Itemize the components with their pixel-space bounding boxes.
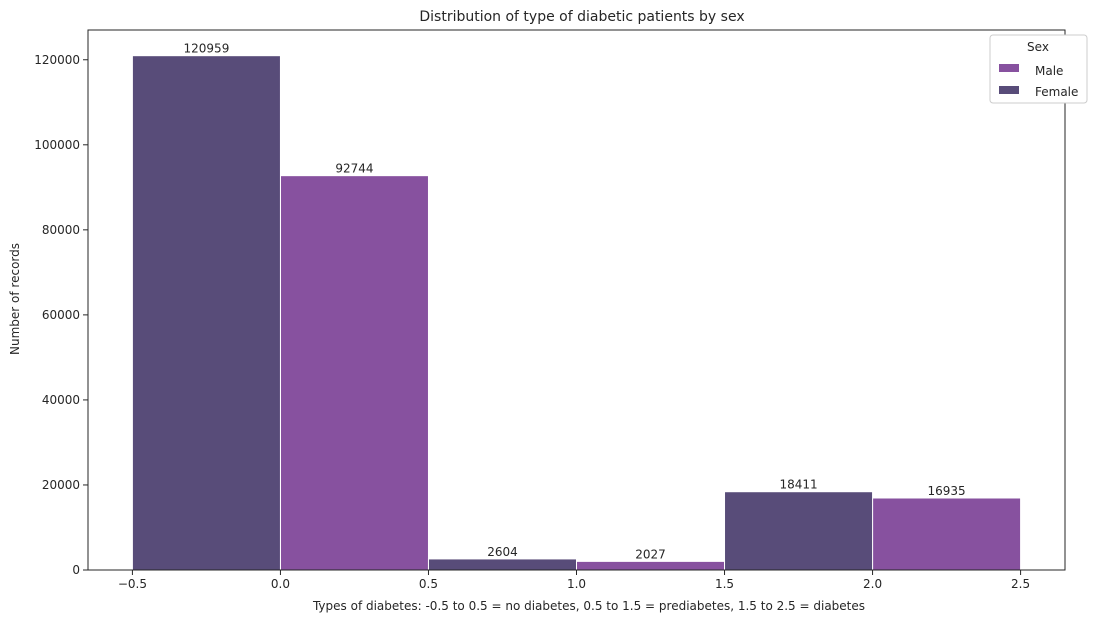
- legend-label-male: Male: [1035, 64, 1063, 78]
- chart-title: Distribution of type of diabetic patient…: [419, 9, 744, 25]
- x-tick-label: 1.5: [715, 577, 734, 591]
- data-label-female-2: 18411: [779, 478, 817, 492]
- bar-male-1: [576, 560, 726, 571]
- legend-label-female: Female: [1035, 85, 1078, 99]
- y-axis-ticks: 0 20000 40000 60000 80000 100000 120000: [34, 53, 88, 577]
- x-axis-ticks: −0.5 0.0 0.5 1.0 1.5 2.0 2.5: [118, 570, 1030, 591]
- x-tick-label: 2.5: [1011, 577, 1030, 591]
- bars-group: 92744 2027 16935 120959 2604 18411: [131, 42, 1022, 571]
- bar-female-1: [427, 558, 577, 571]
- x-tick-label: 1.0: [567, 577, 586, 591]
- y-axis-label: Number of records: [8, 243, 22, 355]
- legend-swatch-female: [999, 86, 1019, 94]
- bar-female-2: [724, 491, 874, 571]
- bar-female-0: [131, 55, 281, 571]
- y-tick-label: 80000: [42, 223, 80, 237]
- y-tick-label: 120000: [34, 53, 80, 67]
- y-tick-label: 100000: [34, 138, 80, 152]
- data-label-female-1: 2604: [487, 545, 518, 559]
- y-tick-label: 60000: [42, 308, 80, 322]
- legend: Sex Male Female: [989, 34, 1088, 104]
- y-tick-label: 40000: [42, 393, 80, 407]
- bar-male-2: [872, 497, 1022, 571]
- x-tick-label: 0.0: [271, 577, 290, 591]
- data-label-male-2: 16935: [927, 484, 965, 498]
- x-tick-label: −0.5: [118, 577, 147, 591]
- y-tick-label: 0: [72, 563, 80, 577]
- x-tick-label: 2.0: [863, 577, 882, 591]
- data-label-male-0: 92744: [335, 162, 373, 176]
- x-tick-label: 0.5: [419, 577, 438, 591]
- plot-frame: [87, 29, 1066, 571]
- y-tick-label: 20000: [42, 478, 80, 492]
- x-axis-label: Types of diabetes: -0.5 to 0.5 = no diab…: [312, 599, 865, 613]
- data-label-male-1: 2027: [635, 547, 666, 561]
- bar-male-0: [279, 175, 429, 571]
- data-label-female-0: 120959: [184, 42, 230, 56]
- legend-swatch-male: [999, 64, 1019, 72]
- legend-title: Sex: [1027, 40, 1049, 54]
